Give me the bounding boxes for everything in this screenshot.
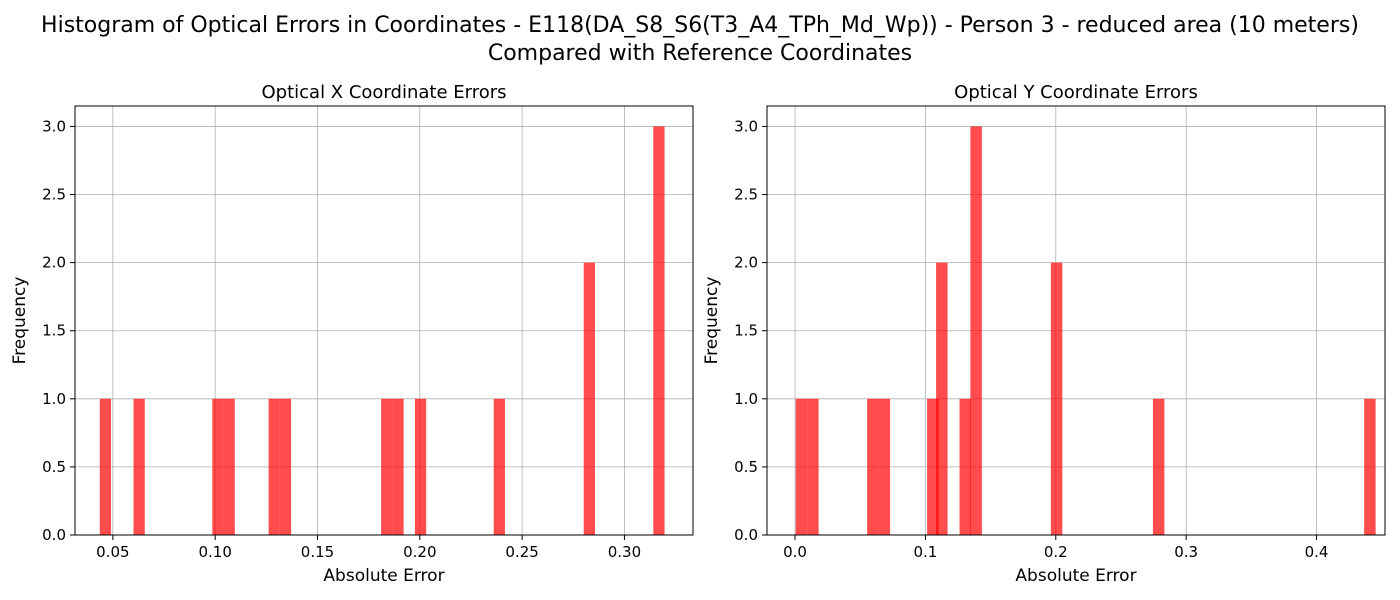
y-tick-label: 1.0 (734, 390, 758, 408)
y-tick-label: 0.0 (42, 526, 66, 544)
axes-frame (766, 105, 1386, 536)
histogram-bar (795, 398, 808, 535)
y-axis-label: Frequency (10, 277, 30, 365)
y-tick-label: 0.5 (42, 458, 66, 476)
x-axis-label: Absolute Error (323, 566, 444, 586)
y-tick-label: 2.5 (734, 186, 758, 204)
histogram-bar (223, 398, 235, 535)
histogram-bar (133, 398, 145, 535)
histogram-bar (653, 126, 665, 535)
x-tick-label: 0.25 (505, 543, 538, 561)
histogram-bar (212, 398, 224, 535)
x-tick-label: 0.10 (198, 543, 231, 561)
histogram-bar (279, 398, 292, 535)
figure-title-line2: Compared with Reference Coordinates (488, 41, 912, 66)
x-tick-label: 0.20 (403, 543, 436, 561)
histogram-bar (583, 262, 595, 535)
histogram-bar (878, 398, 891, 535)
x-tick-label: 0.4 (1305, 543, 1329, 561)
x-axis-label: Absolute Error (1015, 566, 1136, 586)
y-tick-label: 1.5 (734, 322, 758, 340)
y-tick-label: 0.0 (734, 526, 758, 544)
axes-frame (74, 105, 694, 536)
x-tick-label: 0.05 (96, 543, 129, 561)
y-tick-label: 3.0 (42, 117, 66, 135)
histogram-bar (807, 398, 819, 535)
histogram-bar (381, 398, 393, 535)
y-tick-label: 2.0 (734, 254, 758, 272)
x-error-histogram: 0.05 0.10 0.15 0.20 0.25 0.30 0.0 0.5 1.0 1.5 2.0 2… (10, 82, 694, 586)
y-axis-label: Frequency (702, 277, 722, 365)
y-tick-label: 1.5 (42, 322, 66, 340)
y-tick-label: 2.0 (42, 254, 66, 272)
histogram-bar (493, 398, 505, 535)
x-tick-label: 0.2 (1044, 543, 1068, 561)
x-tick-label: 0.1 (913, 543, 937, 561)
x-tick-label: 0.3 (1174, 543, 1198, 561)
figure-title-line1: Histogram of Optical Errors in Coordinat… (41, 13, 1359, 38)
histogram-bar (927, 398, 939, 535)
histogram-bar (1152, 398, 1165, 535)
subplot-title: Optical Y Coordinate Errors (954, 82, 1198, 103)
x-tick-label: 0.15 (301, 543, 334, 561)
histogram-bar (970, 126, 982, 535)
histogram-bar (959, 398, 972, 535)
histogram-bar (936, 262, 948, 535)
histogram-bar (392, 398, 404, 535)
y-tick-label: 2.5 (42, 186, 66, 204)
histogram-bar (1050, 262, 1063, 535)
y-tick-label: 3.0 (734, 117, 758, 135)
histogram-bar (867, 398, 879, 535)
x-tick-label: 0.30 (608, 543, 641, 561)
y-error-histogram: 0.0 0.1 0.2 0.3 0.4 0.0 0.5 1.0 1.5 2.0 2.5 3.0 Opti… (702, 82, 1386, 586)
subplot-title: Optical X Coordinate Errors (261, 82, 506, 103)
y-tick-label: 0.5 (734, 458, 758, 476)
histogram-bar (414, 398, 427, 535)
y-tick-label: 1.0 (42, 390, 66, 408)
histogram-bar (1364, 398, 1376, 535)
histogram-bar (99, 398, 112, 535)
histogram-bar (268, 398, 280, 535)
x-tick-label: 0.0 (783, 543, 807, 561)
